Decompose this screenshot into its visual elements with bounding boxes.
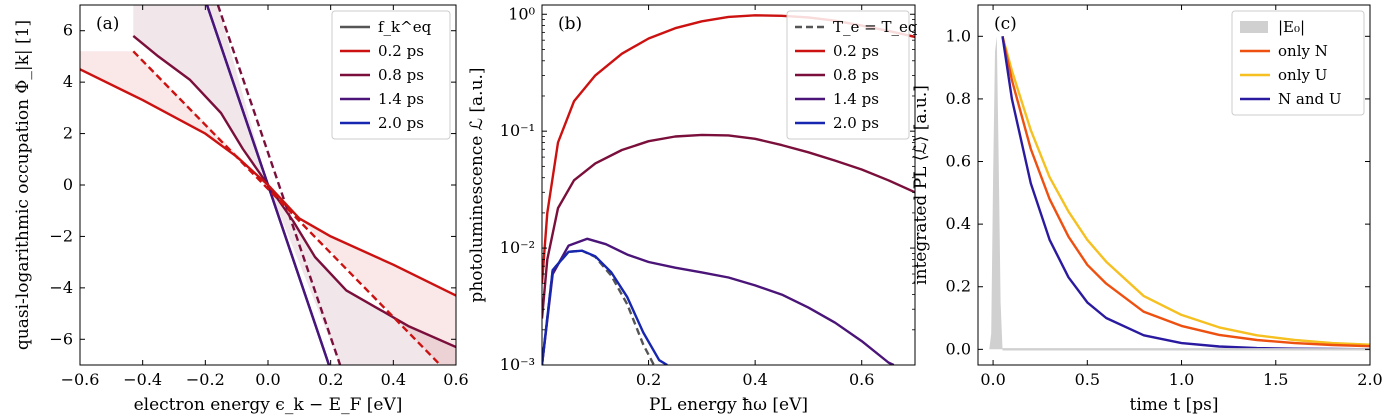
y-tick-label: 2 xyxy=(63,124,73,143)
series-line-0-8-ps-eq xyxy=(216,5,342,365)
legend-label: |E₀| xyxy=(1278,18,1305,36)
y-tick-label: 0 xyxy=(63,175,73,194)
y-tick-label: −2 xyxy=(49,226,73,245)
x-tick-label: 0.4 xyxy=(742,370,767,389)
axes-frame xyxy=(541,4,916,366)
y-tick-label: 10⁰ xyxy=(508,4,535,23)
panel-label: (a) xyxy=(96,14,119,34)
legend-label: 2.0 ps xyxy=(833,114,879,132)
x-axis-label: time t [ps] xyxy=(1130,395,1219,415)
y-tick-label: 10⁻³ xyxy=(500,355,535,374)
x-tick-label: 2.0 xyxy=(1357,370,1382,389)
y-axis-label: photoluminescence ℒ [a.u.] xyxy=(467,67,487,302)
y-tick-label: 0.2 xyxy=(946,277,971,296)
shaded-band-1 xyxy=(133,5,456,365)
plot-area xyxy=(978,35,1370,351)
legend-label: N and U xyxy=(1278,90,1342,108)
legend-label: T_e = T_eq xyxy=(833,18,918,36)
series-line-0-8-ps xyxy=(542,133,915,319)
x-axis-label: electron energy ϵ_k − E_F [eV] xyxy=(134,395,403,415)
series-line-only-n xyxy=(1001,36,1370,348)
y-tick-label: 0.8 xyxy=(946,89,971,108)
y-tick-label: 6 xyxy=(63,21,73,40)
series-line-0-2-ps-eq xyxy=(132,50,442,365)
x-tick-label: 1.0 xyxy=(1169,370,1194,389)
x-tick-label: 0.5 xyxy=(1075,370,1100,389)
x-tick-label: 0.6 xyxy=(849,370,874,389)
legend-box xyxy=(786,10,910,140)
plot-area xyxy=(80,5,456,365)
y-axis-label: integrated PL ⟨ℒ⟩ [a.u.] xyxy=(911,85,931,285)
shaded-band-0 xyxy=(80,51,456,365)
y-tick-label: −6 xyxy=(49,329,73,348)
series-line-only-u xyxy=(1001,35,1370,346)
y-tick-label: 0.0 xyxy=(946,339,971,358)
y-axis-label: quasi-logarithmic occupation Φ_|k| [1] xyxy=(13,20,33,350)
panel-a: −0.6 −0.4 −0.2 0.0 0.2 0.4 0.6 −6 −4 −2 0 2 4 6 electr… xyxy=(13,4,469,415)
x-tick-label: 0.6 xyxy=(443,370,468,389)
panel-b: 0.2 0.4 0.6 10⁻³ 10⁻² 10⁻¹ 10⁰ PL energy ħω [eV… xyxy=(467,4,918,415)
legend-label: 2.0 ps xyxy=(378,114,424,132)
series-line-t-e-t-eq xyxy=(542,249,655,365)
y-tick-label: −4 xyxy=(49,278,73,297)
legend-label: f_k^eq xyxy=(378,18,432,36)
x-axis-label: PL energy ħω [eV] xyxy=(649,395,808,415)
x-tick-label: 0.4 xyxy=(381,370,406,389)
legend-box xyxy=(331,10,451,140)
legend-label: only N xyxy=(1278,42,1328,60)
panel-c: 0.0 0.5 1.0 1.5 2.0 0.0 0.2 0.4 0.6 0.8 1.0 time t … xyxy=(911,4,1383,415)
series-line-1-4-ps xyxy=(542,237,895,365)
legend-label: 0.2 ps xyxy=(833,42,879,60)
y-tick-label: 0.4 xyxy=(946,214,971,233)
axes-frame xyxy=(977,4,1371,366)
x-tick-label: 1.5 xyxy=(1263,370,1288,389)
y-tick-label: 4 xyxy=(63,72,73,91)
y-tick-label: 10⁻² xyxy=(500,238,535,257)
legend-label: 0.8 ps xyxy=(378,66,424,84)
legend-label: only U xyxy=(1278,66,1327,84)
x-tick-label: 0.0 xyxy=(980,370,1005,389)
x-tick-label: 0.0 xyxy=(255,370,280,389)
x-tick-label: 0.2 xyxy=(636,370,661,389)
x-tick-label: 0.2 xyxy=(318,370,343,389)
y-tick-label: 1.0 xyxy=(946,26,971,45)
x-tick-label: −0.2 xyxy=(186,370,225,389)
series-line-2-0-ps xyxy=(542,249,668,365)
legend-label: 0.8 ps xyxy=(833,66,879,84)
legend-box xyxy=(1231,10,1365,116)
panel-label: (c) xyxy=(994,14,1017,34)
legend-swatch xyxy=(1240,21,1268,33)
x-tick-label: −0.4 xyxy=(123,370,162,389)
y-tick-label: 0.6 xyxy=(946,152,971,171)
legend-label: 1.4 ps xyxy=(378,90,424,108)
x-tick-label: −0.6 xyxy=(61,370,100,389)
legend-label: 0.2 ps xyxy=(378,42,424,60)
y-tick-label: 10⁻¹ xyxy=(500,121,535,140)
legend-label: 1.4 ps xyxy=(833,90,879,108)
panel-label: (b) xyxy=(558,14,582,34)
series-line-0-2-ps xyxy=(80,68,456,297)
